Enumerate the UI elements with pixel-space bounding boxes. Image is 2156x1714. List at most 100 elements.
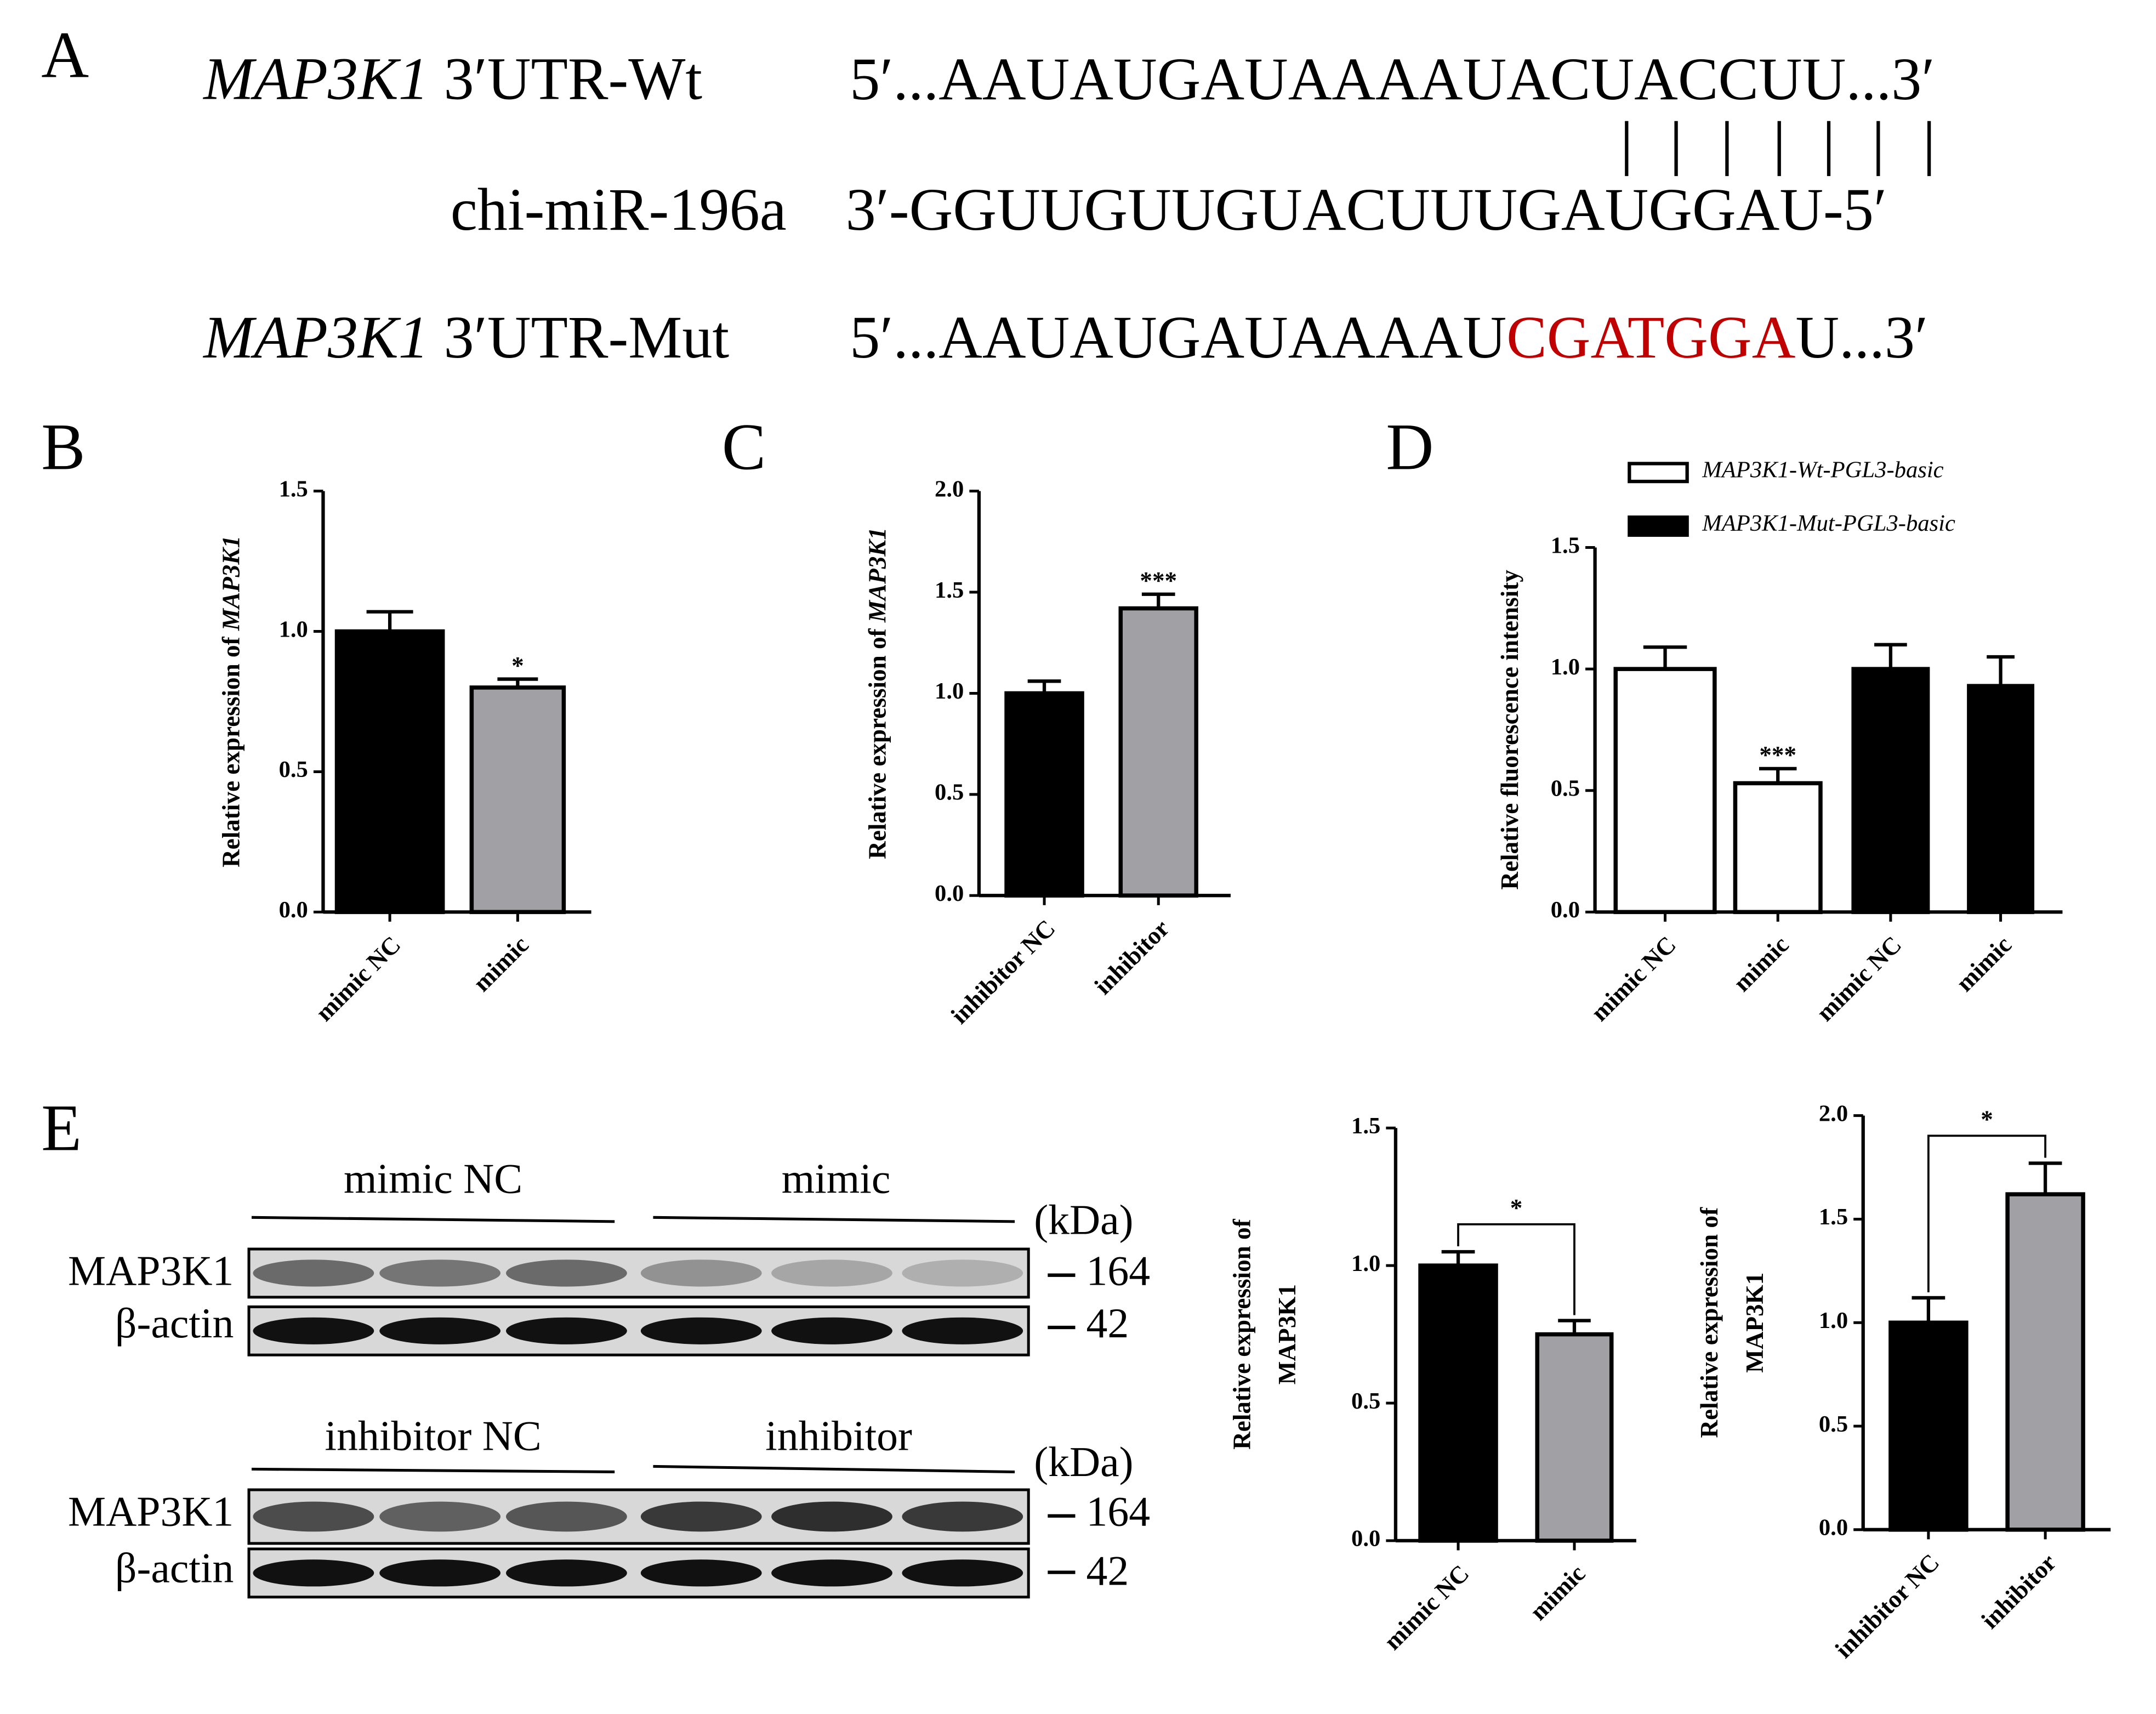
blot-band [902,1259,1023,1287]
bar [1613,667,1717,915]
error-bar [1987,655,2015,686]
error-bar [1141,592,1175,609]
x-tick-label: mimic [1951,931,2017,997]
group-line [251,1216,615,1223]
y-tick-label: 2.0 [1819,1100,1848,1126]
unit-label: (kDa) [1034,1438,1133,1485]
significance-label: *** [1140,567,1177,594]
group-line [251,1467,615,1473]
y-tick-label: 0.0 [279,897,308,923]
sequence: 3′-GGUUGUUGUACUUUGAUGGAU-5′ [846,176,1887,243]
panel-label: C [722,411,766,484]
x-tick-label: mimic NC [1585,931,1681,1027]
size-label: 164 [1086,1488,1151,1535]
group-label: mimic NC [344,1155,522,1202]
sequence-part: U...3′ [1795,304,1928,371]
y-tick-label: 1.5 [1551,532,1580,558]
bar [1733,781,1823,915]
mutated-bases: CGATGGA [1506,304,1795,371]
error-bar [497,677,538,688]
blot-band [771,1501,892,1532]
y-tick-label: 0.5 [935,780,964,805]
y-tick-label: 1.0 [935,678,964,704]
row-label: MAP3K1 [68,1247,234,1295]
y-label-text: Relative fluorescence intensity [1496,570,1523,890]
base-pairing [1625,121,1931,177]
y-axis-label: Relative expression of MAP3K1 [864,527,891,859]
error-bar [366,610,413,632]
bar [1418,1263,1498,1543]
y-label-gene: MAP3K1 [218,536,245,631]
row-label: β-actin [115,1299,234,1347]
y-tick-label: 0.0 [1351,1526,1380,1552]
panel-label: B [41,411,85,484]
y-axis-label: Relative expression of [1228,1218,1255,1449]
bar [1851,667,1930,915]
y-label-text: Relative expression of [218,631,245,867]
y-tick-label: 0.0 [935,881,964,906]
size-label: 42 [1086,1299,1129,1347]
legend-label: MAP3K1-Wt-PGL3-basic [1702,457,1943,483]
panel-label: E [41,1092,82,1165]
y-tick-label: 2.0 [935,476,964,502]
group-line [653,1216,1015,1223]
bar [1888,1320,1969,1532]
x-tick-label: mimic [468,931,533,997]
y-tick-label: 1.0 [279,616,308,642]
blot-band [640,1259,762,1287]
size-label: 164 [1086,1247,1151,1295]
significance-bracket [1927,1134,2046,1292]
bar [334,629,445,915]
significance-label: * [1510,1194,1523,1222]
blot-band [253,1317,374,1344]
sequence-label: MAP3K1 3′UTR-Wt [202,46,702,112]
blot-band [379,1559,501,1587]
group-label: mimic [782,1155,891,1202]
x-tick-label: inhibitor [1976,1548,2062,1634]
sequence-label: MAP3K1 3′UTR-Mut [202,304,729,371]
error-bar [2028,1161,2062,1195]
group-label: inhibitor NC [325,1412,542,1460]
blot-band [902,1317,1023,1344]
y-tick-label: 1.5 [1819,1204,1848,1230]
error-bar [1558,1319,1591,1335]
y-tick-label: 1.0 [1551,654,1580,680]
y-tick-label: 1.5 [279,476,308,502]
significance-label: * [1981,1106,1993,1133]
legend-swatch [1628,515,1689,537]
x-tick-label: mimic [1728,931,1794,997]
x-tick-label: mimic NC [1379,1559,1475,1655]
row-label: β-actin [115,1544,234,1591]
bar [1535,1332,1614,1543]
y-axis-label: MAP3K1 [1741,1273,1768,1373]
blot-band [506,1259,627,1287]
x-tick-label: mimic NC [310,931,406,1027]
error-bar [1874,643,1907,669]
error-bar [1441,1250,1475,1266]
legend-swatch [1628,462,1689,484]
legend-label: MAP3K1-Mut-PGL3-basic [1702,510,1955,536]
y-tick-label: 1.5 [935,577,964,603]
sequence: 5′...AAUAUGAUAAAAUCGATGGAU...3′ [850,304,1928,371]
panel-label: A [41,19,89,92]
y-tick-label: 0.5 [1351,1388,1380,1414]
x-tick-label: inhibitor NC [1830,1548,1944,1664]
blot-band [253,1559,374,1587]
blot-frame [247,1305,1030,1357]
blot-band [902,1559,1023,1587]
y-tick-label: 0.5 [279,757,308,782]
y-axis-label: Relative fluorescence intensity [1496,570,1523,890]
significance-label: *** [1759,741,1796,769]
blot-band [771,1259,892,1287]
blot-band [771,1317,892,1344]
group-label: inhibitor [765,1412,912,1460]
significance-bracket [1457,1223,1575,1315]
x-tick-label: mimic [1524,1559,1590,1625]
sequence-part: 5′...AAUAUGAUAAAAU [850,304,1506,371]
y-tick-label: 1.0 [1351,1251,1380,1276]
blot-frame [247,1247,1030,1299]
y-axis-label: Relative expression of [1696,1207,1723,1438]
y-tick-label: 0.0 [1551,897,1580,923]
utr-label: 3′UTR-Wt [429,46,702,112]
x-tick-label: inhibitor NC [946,914,1060,1029]
